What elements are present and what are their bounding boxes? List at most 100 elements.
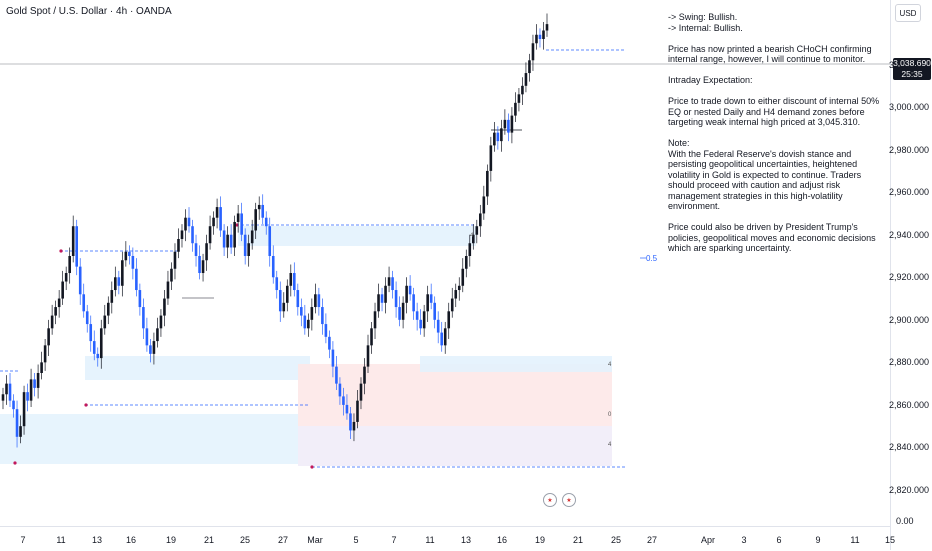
candle-body: [289, 273, 293, 286]
price-axis[interactable]: 3,020.0003,000.0002,980.0002,960.0002,94…: [888, 0, 932, 550]
time-axis[interactable]: 7 11 13 16 19 21 25 27 Mar 5 7 11 13 16 19 21 25 27 Apr 3 6 9…: [0, 526, 895, 551]
pivot-point: [13, 461, 17, 465]
time-tick: 11: [56, 535, 66, 545]
discount-zone-lower: [298, 426, 612, 466]
candle-body: [208, 226, 212, 244]
candle-body: [236, 213, 240, 222]
currency-button[interactable]: USD: [895, 4, 921, 22]
candle-body: [243, 234, 247, 256]
candle-body: [275, 277, 279, 291]
note-line: [668, 33, 883, 44]
candle-body: [61, 281, 64, 299]
candle-body: [247, 243, 250, 256]
candle-body: [194, 243, 198, 256]
candle-body: [514, 102, 517, 116]
candle-body: [440, 332, 444, 346]
candle-body: [531, 43, 535, 61]
candle-body: [380, 294, 384, 303]
time-tick: 11: [850, 535, 860, 545]
candle-body: [317, 294, 321, 308]
candle-body: [335, 366, 338, 384]
candle-body: [408, 285, 412, 295]
analysis-notes: -> Swing: Bullish. -> Internal: Bullish. …: [668, 12, 883, 254]
supply-flip-zone: [238, 226, 476, 246]
candle-body: [422, 311, 426, 329]
candle-body: [373, 311, 377, 329]
us-flag-event-icon[interactable]: ★: [543, 493, 557, 507]
candle-body: [257, 204, 261, 210]
note-line: Note:: [668, 138, 690, 148]
candle-body: [356, 400, 359, 422]
candle-body: [535, 34, 538, 44]
candle-body: [250, 230, 254, 244]
candle-body: [156, 328, 159, 342]
candle-body: [145, 328, 149, 346]
candle-body: [36, 373, 40, 388]
candle-body: [233, 221, 236, 248]
candle-body: [177, 238, 180, 252]
price-tick: 2,980.000: [888, 144, 929, 155]
time-tick: 16: [125, 535, 137, 545]
candle-body: [415, 311, 419, 320]
candle-body: [296, 290, 300, 308]
candle-body: [173, 251, 177, 269]
candle-body: [342, 396, 345, 405]
candle-body: [524, 73, 528, 86]
symbol-title[interactable]: Gold Spot / U.S. Dollar · 4h · OANDA: [6, 6, 172, 17]
candle-body: [1, 394, 5, 401]
time-tick: 13: [91, 535, 103, 545]
candle-body: [92, 341, 96, 354]
candle-body: [68, 256, 71, 274]
candle-body: [303, 315, 307, 329]
candle-body: [538, 34, 542, 40]
pivot-point: [310, 465, 314, 469]
candle-body: [349, 413, 352, 431]
time-tick: 27: [277, 535, 289, 545]
fib-label: 0.5: [646, 254, 658, 263]
candle-body: [468, 243, 472, 256]
candle-body: [464, 256, 468, 269]
candle-body: [412, 294, 415, 312]
candle-body: [521, 85, 524, 95]
candle-body: [215, 207, 219, 218]
us-flag-event-icon[interactable]: ★: [562, 493, 576, 507]
candle-body: [15, 409, 19, 437]
candle-body: [264, 217, 268, 227]
price-tick: 2,920.000: [888, 272, 929, 283]
discount-zone: [298, 364, 612, 426]
candle-body: [5, 383, 8, 395]
candle-body: [517, 94, 521, 103]
candle-body: [22, 392, 26, 427]
candle-body: [282, 302, 286, 312]
price-tick: 2,860.000: [888, 399, 929, 410]
candle-body: [398, 307, 401, 320]
price-tick: 3,000.000: [888, 102, 929, 113]
candle-body: [180, 230, 184, 239]
candle-body: [96, 353, 100, 359]
pivot-point: [84, 403, 88, 407]
candle-body: [85, 311, 89, 325]
time-tick: 9: [815, 535, 821, 545]
box-label: 4: [470, 233, 474, 239]
candle-body: [128, 251, 131, 256]
candle-body: [229, 234, 233, 248]
candle-body: [254, 209, 257, 231]
candle-body: [71, 226, 75, 256]
candle-body: [19, 426, 22, 437]
candle-body: [338, 383, 342, 397]
candle-body: [429, 294, 433, 303]
time-tick: 21: [572, 535, 584, 545]
price-chart[interactable]: [0, 0, 890, 508]
note-line: With the Federal Reserve's dovish stance…: [668, 148, 862, 212]
candle-body: [510, 115, 514, 133]
candle-body: [43, 345, 47, 363]
candle-body: [198, 256, 201, 274]
time-tick: 21: [203, 535, 215, 545]
candle-body: [461, 268, 465, 286]
candle-body: [300, 307, 303, 316]
candle-body: [54, 307, 57, 316]
note-line: -> Internal: Bullish.: [668, 22, 743, 33]
candle-body: [321, 307, 324, 325]
candle-body: [370, 328, 373, 346]
time-tick: 19: [165, 535, 177, 545]
